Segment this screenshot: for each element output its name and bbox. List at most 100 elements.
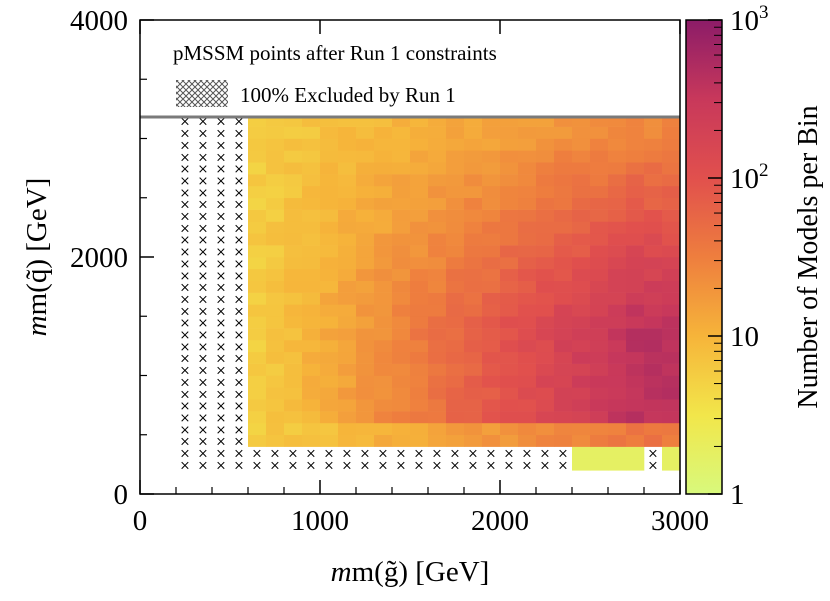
- heatmap-cell: [320, 304, 339, 317]
- heatmap-cell: [644, 399, 663, 412]
- excluded-bin-mark: ⨯: [234, 457, 245, 472]
- heatmap-cell: [464, 316, 483, 329]
- excluded-bin-mark: ⨯: [648, 457, 659, 472]
- heatmap-cell: [374, 268, 393, 281]
- heatmap-cell: [590, 375, 609, 388]
- excluded-bin-mark: ⨯: [198, 280, 209, 295]
- heatmap-cell: [338, 351, 357, 364]
- heatmap-cell: [320, 185, 339, 199]
- heatmap-cell: [248, 126, 267, 139]
- heatmap-cell: [554, 257, 573, 270]
- excluded-bin-mark: ⨯: [234, 114, 245, 129]
- heatmap-cell: [266, 399, 285, 412]
- heatmap-cell: [608, 434, 627, 447]
- heatmap-cell: [626, 339, 645, 353]
- heatmap-cell: [356, 292, 375, 305]
- heatmap-cell: [626, 292, 645, 305]
- heatmap-cell: [356, 197, 375, 210]
- excluded-bin-mark: ⨯: [180, 256, 191, 271]
- heatmap-cell: [302, 304, 321, 317]
- heatmap-cell: [356, 339, 375, 353]
- heatmap-cell: [536, 197, 555, 210]
- excluded-bin-mark: ⨯: [180, 268, 191, 283]
- excluded-bin-mark: ⨯: [216, 209, 227, 224]
- heatmap-cell: [626, 138, 645, 151]
- heatmap-cell: [464, 150, 483, 163]
- heatmap-cell: [482, 268, 501, 281]
- heatmap-cell: [590, 434, 609, 447]
- heatmap-cell: [590, 233, 609, 246]
- heatmap-cell: [446, 399, 465, 412]
- heatmap-cell: [554, 434, 573, 447]
- heatmap-cell: [428, 162, 447, 175]
- heatmap-cell: [356, 363, 375, 376]
- legend-entry-excluded: 100% Excluded by Run 1: [240, 83, 456, 107]
- heatmap-cell: [410, 422, 429, 436]
- heatmap-cell: [554, 268, 573, 281]
- heatmap-cell: [482, 209, 501, 222]
- heatmap-cell: [284, 351, 303, 364]
- heatmap-cell: [410, 304, 429, 317]
- heatmap-cell: [464, 245, 483, 258]
- heatmap-cell: [248, 209, 267, 222]
- heatmap-cell: [518, 197, 537, 210]
- heatmap-cell: [320, 411, 339, 424]
- heatmap-cell: [356, 280, 375, 293]
- heatmap-cell: [518, 245, 537, 258]
- excluded-bin-mark: ⨯: [198, 351, 209, 366]
- heatmap-cell: [644, 209, 663, 222]
- x-axis-title-symbol: g̃: [384, 556, 399, 588]
- excluded-bin-mark: ⨯: [234, 386, 245, 401]
- excluded-bin-mark: ⨯: [198, 161, 209, 176]
- heatmap-cell: [482, 387, 501, 400]
- excluded-bin-mark: ⨯: [234, 244, 245, 259]
- heatmap-cell: [374, 375, 393, 388]
- heatmap-cell: [374, 351, 393, 364]
- heatmap-cell: [374, 387, 393, 400]
- heatmap-cell: [374, 221, 393, 234]
- heatmap-cell: [428, 268, 447, 281]
- heatmap-cell: [536, 126, 555, 139]
- heatmap-cell: [626, 162, 645, 175]
- x-tick-label: 3000: [651, 505, 709, 537]
- heatmap-cell: [518, 150, 537, 163]
- heatmap-cell: [500, 304, 519, 317]
- heatmap-cell: [266, 316, 285, 329]
- excluded-bin-mark: ⨯: [342, 457, 353, 472]
- excluded-bin-mark: ⨯: [234, 256, 245, 271]
- x-tick-label: 2000: [471, 505, 529, 537]
- heatmap-cell: [410, 411, 429, 424]
- heatmap-cell: [320, 162, 339, 175]
- heatmap-cell: [482, 375, 501, 388]
- heatmap-cell: [500, 328, 519, 341]
- heatmap-cell: [518, 363, 537, 376]
- heatmap-cell: [590, 126, 609, 139]
- excluded-bin-mark: ⨯: [252, 446, 263, 461]
- heatmap-cell: [626, 411, 645, 424]
- heatmap-cell: [428, 197, 447, 210]
- x-axis-title-prefix: m(: [352, 556, 384, 588]
- heatmap-cell: [410, 197, 429, 210]
- excluded-bin-mark: ⨯: [180, 398, 191, 413]
- heatmap-cell: [590, 221, 609, 234]
- heatmap-cell: [518, 174, 537, 187]
- heatmap-cell: [572, 162, 591, 175]
- heatmap-cell: [248, 221, 267, 234]
- excluded-bin-mark: ⨯: [198, 268, 209, 283]
- heatmap-cell: [482, 304, 501, 317]
- heatmap-cell: [482, 162, 501, 175]
- heatmap-cells: [248, 114, 680, 471]
- heatmap-cell: [338, 185, 357, 199]
- heatmap-cell: [374, 174, 393, 187]
- heatmap-cell: [356, 375, 375, 388]
- excluded-bin-mark: ⨯: [378, 457, 389, 472]
- heatmap-cell: [266, 162, 285, 175]
- heatmap-cell: [590, 209, 609, 222]
- heatmap-cell: [572, 399, 591, 412]
- heatmap-cell: [302, 411, 321, 424]
- excluded-bin-mark: ⨯: [216, 422, 227, 437]
- heatmap-cell: [284, 245, 303, 258]
- heatmap-cell: [446, 268, 465, 281]
- heatmap-cell: [572, 446, 591, 459]
- heatmap-cell: [644, 197, 663, 210]
